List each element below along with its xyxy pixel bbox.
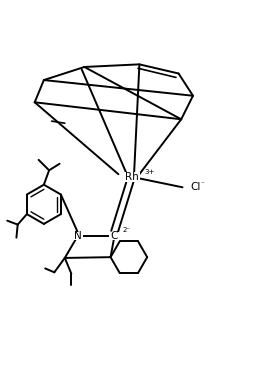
Text: Rh: Rh [125, 172, 138, 182]
Bar [123, 171, 140, 182]
Bar [186, 183, 202, 191]
Text: 3+: 3+ [144, 169, 154, 175]
Text: Cl: Cl [190, 182, 201, 192]
Bar [73, 232, 83, 240]
Text: ⁻: ⁻ [201, 180, 205, 189]
Text: 2⁻: 2⁻ [122, 227, 130, 234]
Text: C: C [111, 231, 118, 241]
Bar [109, 232, 120, 240]
Text: N: N [74, 231, 82, 241]
